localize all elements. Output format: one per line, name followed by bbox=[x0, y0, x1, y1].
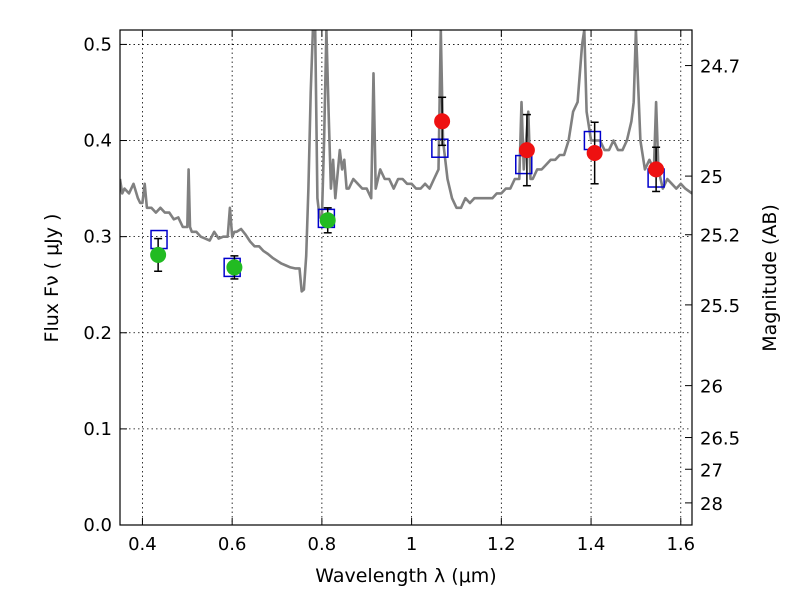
y-tick-label: 0.5 bbox=[83, 34, 112, 55]
observed-flux-point bbox=[648, 161, 665, 178]
magnitude-tick-label: 25.2 bbox=[700, 226, 740, 247]
observed-flux-point bbox=[434, 113, 451, 130]
observed-flux-point bbox=[150, 246, 167, 263]
plot-frame bbox=[119, 29, 693, 526]
x-tick-label: 1.2 bbox=[487, 534, 516, 555]
magnitude-tick-label: 24.7 bbox=[700, 57, 740, 78]
y-tick-label: 0.1 bbox=[83, 419, 112, 440]
x-tick-label: 1.4 bbox=[577, 534, 606, 555]
magnitude-tick-label: 26 bbox=[700, 377, 723, 398]
axis-ticks: 0.4 0.6 0.8 1 1.2 1.4 1.6 0.0 0.1 0.2 0.3 0.4 0.5 24.… bbox=[83, 30, 740, 555]
grid-lines bbox=[120, 30, 692, 526]
observed-flux-point bbox=[226, 259, 243, 276]
magnitude-tick-label: 25 bbox=[700, 167, 723, 188]
model-photometry-square bbox=[150, 229, 168, 250]
observed-flux-point bbox=[586, 145, 603, 162]
x-tick-label: 0.6 bbox=[218, 534, 247, 555]
magnitude-tick-label: 26.5 bbox=[700, 429, 740, 450]
model-photometry-square bbox=[431, 138, 449, 158]
y-axis-title: Flux Fν ( μJy ) bbox=[41, 214, 63, 343]
model-spectrum-line bbox=[120, 30, 692, 293]
magnitude-tick-label: 27 bbox=[700, 460, 723, 481]
y-tick-label: 0.0 bbox=[83, 515, 112, 536]
y-tick-label: 0.3 bbox=[83, 227, 112, 248]
magnitude-tick-label: 28 bbox=[700, 494, 723, 515]
x-tick-label: 1.6 bbox=[666, 534, 695, 555]
observed-flux-point bbox=[518, 142, 535, 159]
y-tick-label: 0.4 bbox=[83, 131, 112, 152]
x-tick-label: 0.8 bbox=[308, 534, 337, 555]
x-axis-title: Wavelength λ (μm) bbox=[315, 565, 496, 587]
x-tick-label: 0.4 bbox=[128, 534, 157, 555]
x-tick-label: 1 bbox=[406, 534, 417, 555]
observed-flux-point bbox=[319, 212, 336, 229]
y-axis-right-title: Magnitude (AB) bbox=[759, 204, 781, 352]
magnitude-tick-label: 25.5 bbox=[700, 296, 740, 317]
plot-area bbox=[120, 30, 692, 293]
y-tick-label: 0.2 bbox=[83, 323, 112, 344]
